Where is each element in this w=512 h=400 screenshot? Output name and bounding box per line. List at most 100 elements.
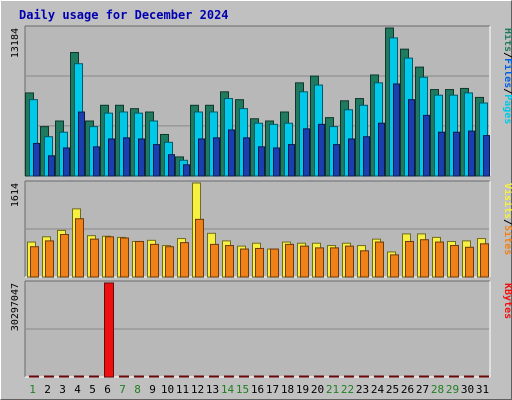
bar-sites-27: [420, 239, 429, 278]
bar-kbytes-2: [44, 375, 54, 378]
bar-kbytes-21: [329, 375, 339, 378]
bar-kbytes-7: [119, 375, 129, 378]
bar-kbytes-27: [419, 375, 429, 378]
x-tick-label-30: 30: [461, 383, 474, 396]
bar-kbytes-24: [374, 375, 384, 378]
bar-kbytes-29: [449, 375, 459, 378]
bar-kbytes-9: [149, 375, 159, 378]
bar-kbytes-20: [314, 375, 324, 378]
bar-pages-4: [78, 111, 85, 177]
bar-sites-15: [240, 248, 249, 278]
y-max-label: 1614: [10, 183, 21, 207]
legend-separator: /: [502, 88, 512, 94]
x-tick-label-22: 22: [341, 383, 354, 396]
x-tick-label-26: 26: [401, 383, 414, 396]
bar-sites-13: [210, 243, 219, 278]
x-tick-label-9: 9: [149, 383, 156, 396]
x-tick-label-17: 17: [266, 383, 279, 396]
bar-pages-10: [168, 154, 175, 177]
bar-sites-2: [45, 240, 54, 278]
bar-pages-26: [408, 99, 415, 177]
bar-kbytes-6: [104, 282, 114, 378]
x-tick-label-4: 4: [74, 383, 81, 396]
bar-sites-21: [330, 247, 339, 278]
x-tick-label-12: 12: [191, 383, 204, 396]
x-tick-label-3: 3: [59, 383, 66, 396]
legend-sites-visits: Visits/Sites: [502, 183, 512, 255]
bar-sites-5: [90, 238, 99, 278]
y-max-label: 13184: [10, 28, 21, 58]
bar-pages-22: [348, 138, 355, 177]
legend-sites: Sites: [502, 225, 512, 255]
bar-pages-2: [48, 155, 55, 177]
x-tick-label-10: 10: [161, 383, 174, 396]
x-tick-label-29: 29: [446, 383, 459, 396]
bar-sites-20: [315, 247, 324, 278]
bar-kbytes-5: [89, 375, 99, 378]
bar-sites-23: [360, 250, 369, 278]
bar-kbytes-26: [404, 375, 414, 378]
bar-sites-19: [300, 245, 309, 278]
x-tick-label-14: 14: [221, 383, 235, 396]
bar-kbytes-30: [464, 375, 474, 378]
bar-pages-3: [63, 147, 70, 177]
y-max-label: 30297047: [10, 283, 21, 331]
bar-pages-7: [123, 137, 130, 177]
bar-pages-6: [108, 138, 115, 177]
bar-kbytes-1: [29, 375, 39, 378]
x-tick-label-7: 7: [119, 383, 126, 396]
x-tick-label-13: 13: [206, 383, 219, 396]
bar-pages-11: [183, 164, 190, 177]
legend-hits: Hits: [502, 28, 512, 52]
x-tick-label-2: 2: [44, 383, 51, 396]
bar-pages-25: [393, 83, 400, 177]
bar-sites-12: [195, 218, 204, 278]
legend-visits: Visits: [502, 183, 512, 219]
chart-title: Daily usage for December 2024: [19, 8, 229, 22]
x-tick-label-16: 16: [251, 383, 264, 396]
x-tick-label-28: 28: [431, 383, 444, 396]
bar-sites-14: [225, 245, 234, 278]
x-tick-label-27: 27: [416, 383, 429, 396]
bar-sites-18: [285, 243, 294, 278]
bar-kbytes-3: [59, 375, 69, 378]
bar-kbytes-13: [209, 375, 219, 378]
bar-sites-4: [75, 218, 84, 278]
legend-kbytes: KBytes: [502, 283, 512, 319]
bar-pages-21: [333, 144, 340, 177]
x-tick-label-21: 21: [326, 383, 339, 396]
bar-pages-18: [288, 144, 295, 177]
bar-sites-9: [150, 243, 159, 278]
bar-kbytes-10: [164, 375, 174, 378]
legend-pages-files-hits: Hits/Files/Pages: [502, 28, 512, 124]
bar-sites-22: [345, 245, 354, 278]
legend-pages: Pages: [502, 94, 512, 124]
bar-pages-14: [228, 129, 235, 177]
bar-sites-7: [120, 237, 129, 278]
bar-kbytes-11: [179, 375, 189, 378]
x-tick-label-11: 11: [176, 383, 189, 396]
bar-kbytes-19: [299, 375, 309, 378]
bar-pages-30: [468, 130, 475, 177]
bar-sites-29: [450, 245, 459, 278]
bar-sites-3: [60, 233, 69, 278]
bar-pages-1: [33, 142, 40, 177]
bar-sites-17: [270, 248, 279, 278]
bar-kbytes-15: [239, 375, 249, 378]
bar-sites-16: [255, 247, 264, 278]
bar-sites-30: [465, 246, 474, 278]
x-tick-label-8: 8: [134, 383, 141, 396]
x-tick-label-20: 20: [311, 383, 324, 396]
bar-pages-20: [318, 123, 325, 177]
bar-sites-25: [390, 254, 399, 278]
x-tick-label-18: 18: [281, 383, 294, 396]
bar-pages-15: [243, 137, 250, 177]
bar-pages-19: [303, 128, 310, 177]
x-tick-label-25: 25: [386, 383, 399, 396]
x-tick-label-31: 31: [476, 383, 489, 396]
bar-kbytes-17: [269, 375, 279, 378]
bar-pages-17: [273, 147, 280, 177]
x-tick-label-24: 24: [371, 383, 385, 396]
bar-pages-24: [378, 122, 385, 177]
